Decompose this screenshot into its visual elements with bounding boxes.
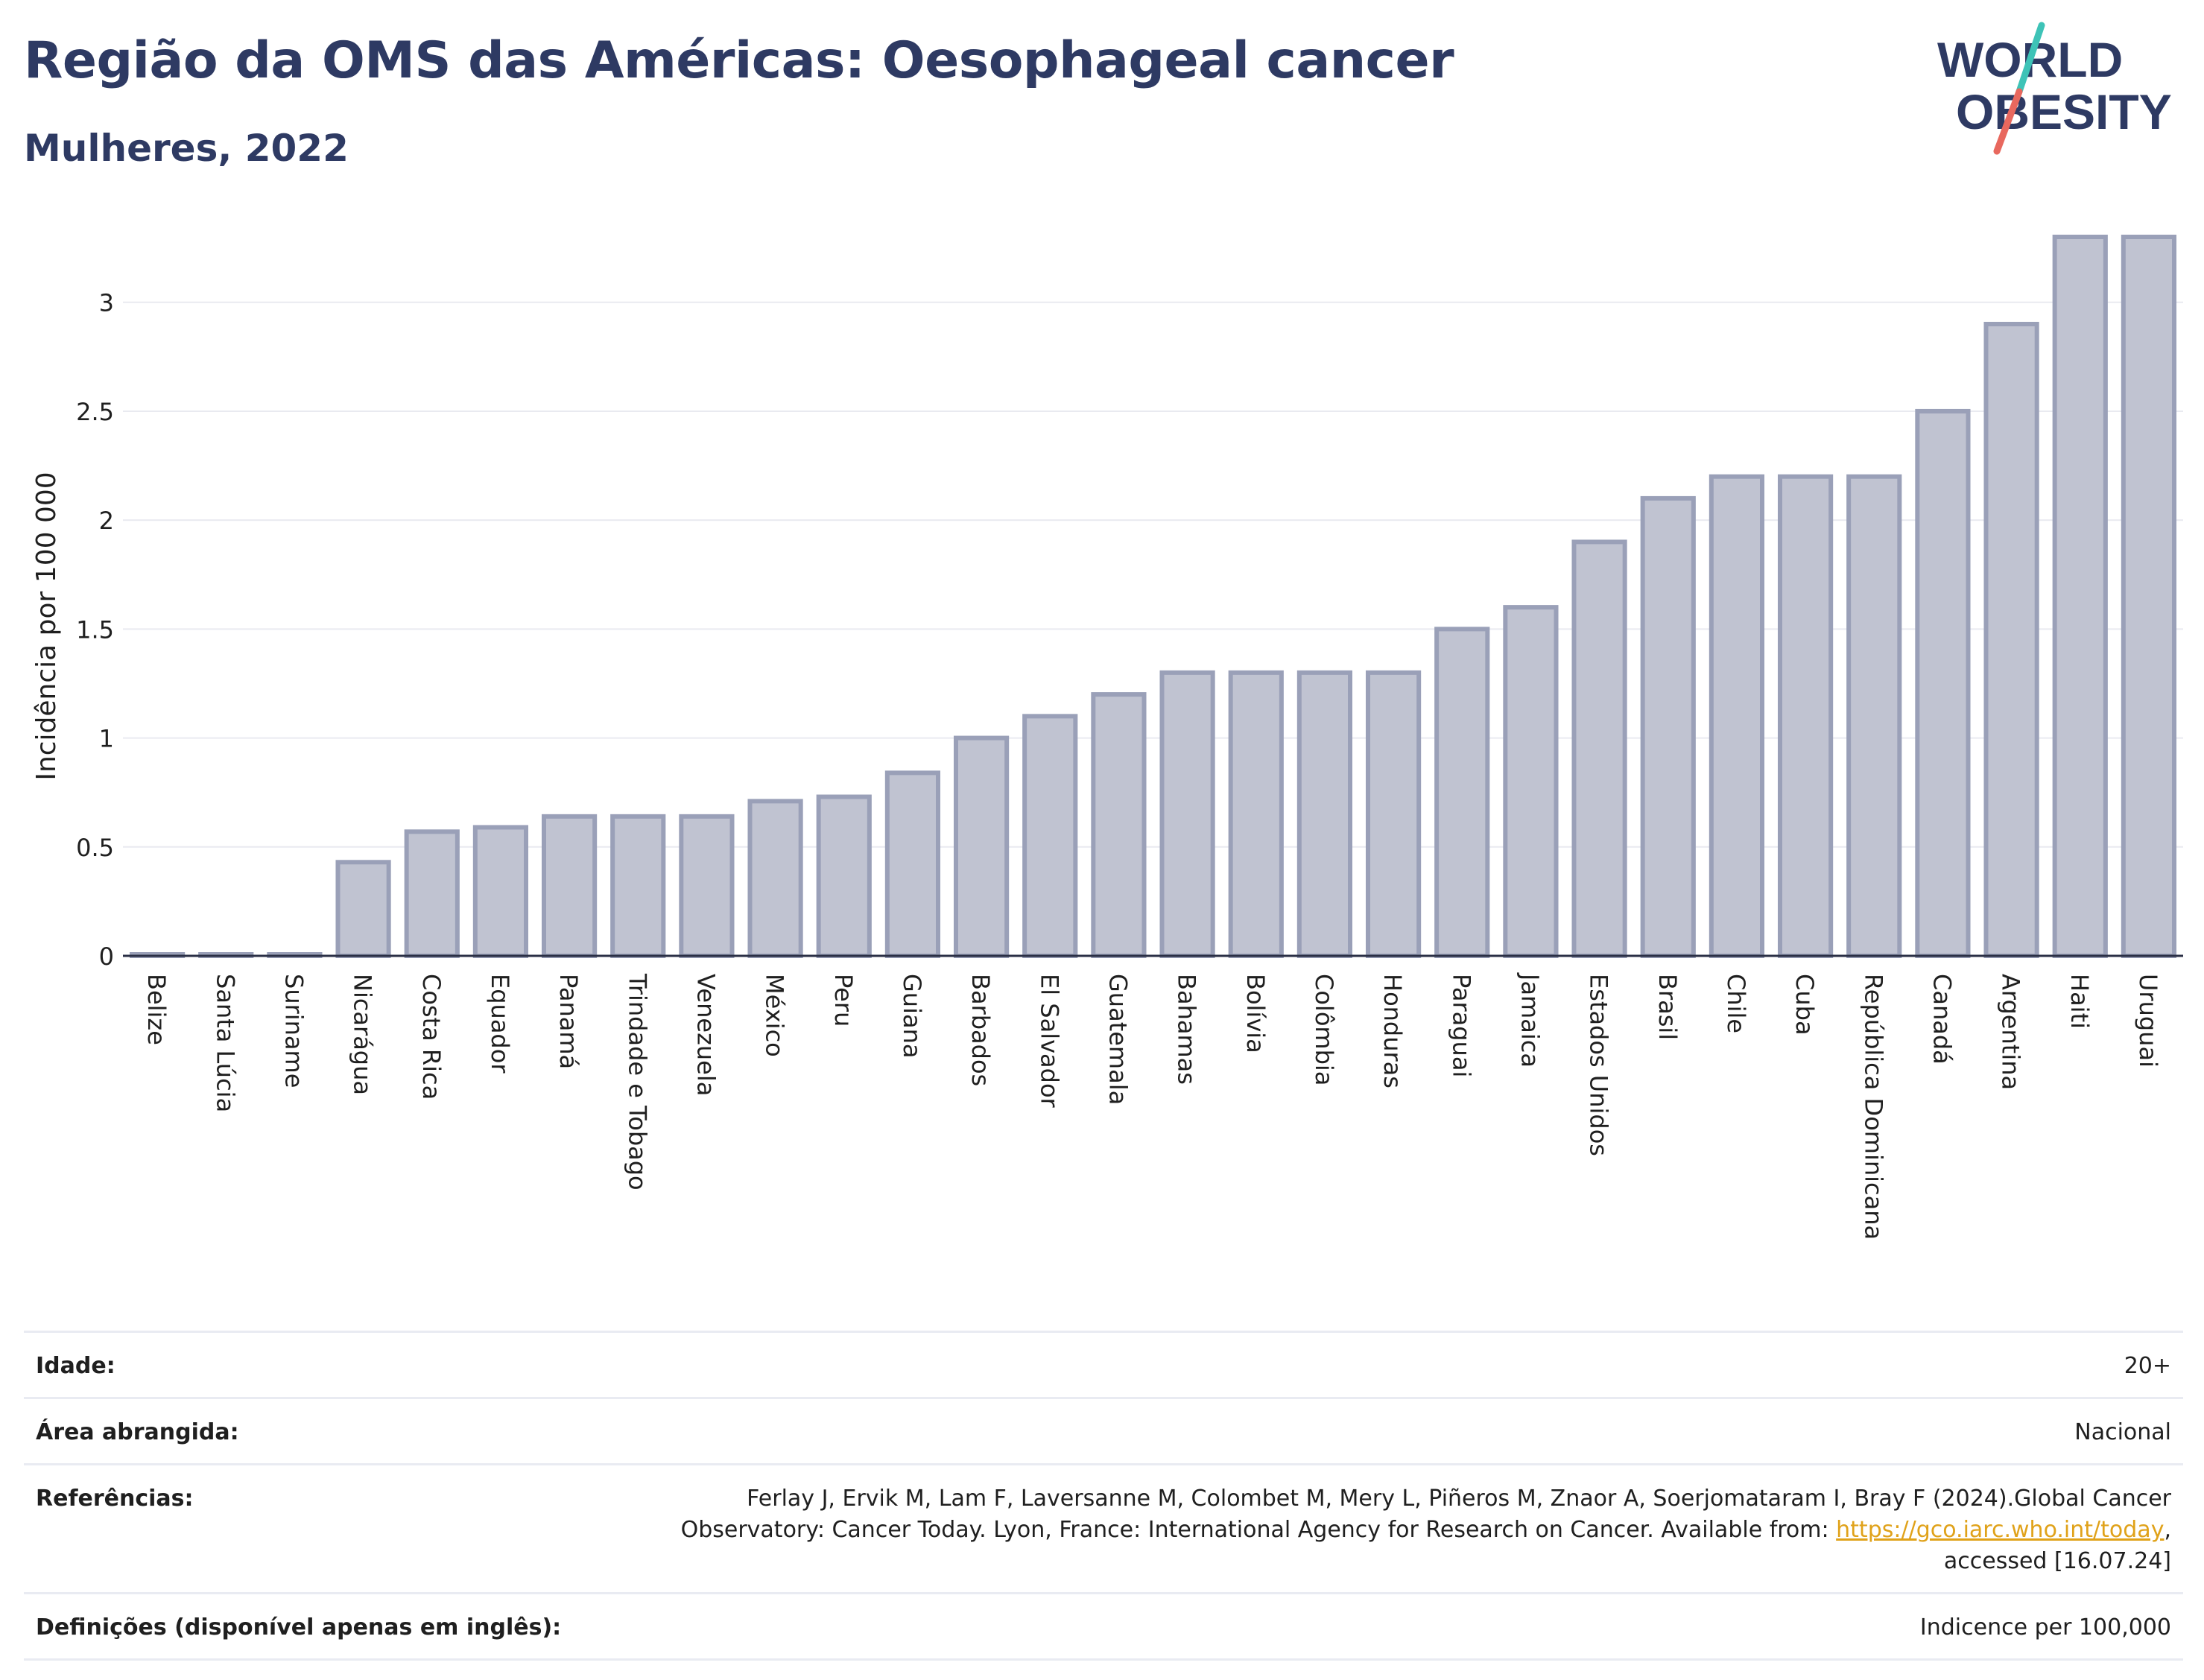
y-tick-label: 0 xyxy=(99,942,114,971)
chart-subtitle: Mulheres, 2022 xyxy=(24,127,349,170)
y-tick-label: 1.5 xyxy=(76,615,114,644)
x-tick-label: Brasil xyxy=(1653,974,1682,1040)
chart-title: Região da OMS das Américas: Oesophageal … xyxy=(24,31,1454,90)
definitions-value: Indicence per 100,000 xyxy=(1919,1614,2171,1641)
bar-13 xyxy=(953,735,1010,958)
x-tick-label: Guiana xyxy=(898,974,926,1058)
info-table: Idade: 20+ Área abrangida: Nacional Refe… xyxy=(24,1331,2183,1661)
references-link[interactable]: https://gco.iarc.who.int/today xyxy=(1836,1517,2165,1543)
x-tick-label: Venezuela xyxy=(691,974,720,1096)
info-row-definitions: Definições (disponível apenas em inglês)… xyxy=(24,1592,2183,1661)
area-value: Nacional xyxy=(2074,1419,2171,1445)
bar-27 xyxy=(1915,408,1971,958)
y-tick-label: 0.5 xyxy=(76,834,114,862)
x-tick-label: Equador xyxy=(486,974,514,1074)
bar-8 xyxy=(610,814,666,959)
bar-23 xyxy=(1640,495,1696,958)
references-text: Ferlay J, Ervik M, Lam F, Laversanne M, … xyxy=(680,1486,2171,1543)
x-tick-label: Nicarágua xyxy=(349,974,377,1095)
bar-19 xyxy=(1365,670,1422,959)
x-tick-label: Bolívia xyxy=(1241,974,1270,1053)
bar-11 xyxy=(816,794,872,958)
x-tick-label: Paraguai xyxy=(1447,974,1475,1077)
references-value: Ferlay J, Ervik M, Lam F, Laversanne M, … xyxy=(644,1483,2171,1577)
y-tick-label: 1 xyxy=(99,725,114,753)
x-tick-label: Estados Unidos xyxy=(1585,974,1613,1156)
bar-16 xyxy=(1159,670,1215,959)
bar-7 xyxy=(541,814,598,959)
bar-20 xyxy=(1434,627,1490,958)
x-tick-label: Haiti xyxy=(2065,974,2094,1029)
bar-6 xyxy=(472,825,529,959)
bar-25 xyxy=(1777,474,1834,958)
bar-14 xyxy=(1022,714,1078,958)
x-tick-label: Belize xyxy=(142,974,171,1045)
x-tick-label: El Salvador xyxy=(1035,974,1063,1109)
logo-line2: OBESITY xyxy=(1956,84,2172,139)
bar-30 xyxy=(2121,235,2177,958)
x-tick-label: Uruguai xyxy=(2134,974,2162,1068)
x-tick-label: Canadá xyxy=(1928,974,1956,1065)
bar-24 xyxy=(1709,474,1765,958)
x-tick-label: Trindade e Tobago xyxy=(623,973,651,1191)
info-row-age: Idade: 20+ xyxy=(24,1331,2183,1397)
bar-22 xyxy=(1571,539,1627,958)
x-tick-label: Honduras xyxy=(1378,974,1407,1088)
logo-slash-bottom xyxy=(1993,88,2023,155)
info-row-references: Referências: Ferlay J, Ervik M, Lam F, L… xyxy=(24,1463,2183,1592)
bar-9 xyxy=(679,814,735,959)
y-tick-label: 2 xyxy=(99,507,114,535)
bar-17 xyxy=(1228,670,1284,959)
age-label: Idade: xyxy=(36,1353,115,1379)
bar-21 xyxy=(1503,605,1559,958)
definitions-label: Definições (disponível apenas em inglês)… xyxy=(36,1614,562,1641)
x-tick-label: Santa Lúcia xyxy=(211,974,239,1112)
bar-28 xyxy=(1983,321,2039,958)
x-tick-label: México xyxy=(761,974,789,1057)
bar-18 xyxy=(1296,670,1353,959)
bar-chart: 0 0.5 1 1.5 2 2.5 3 Incidência por 100 000 Beliz… xyxy=(31,235,2183,1240)
info-row-area: Área abrangida: Nacional xyxy=(24,1397,2183,1463)
x-tick-label: Barbados xyxy=(966,974,995,1086)
x-tick-label: Panamá xyxy=(554,974,583,1069)
bar-26 xyxy=(1846,474,1902,958)
x-tick-label: Argentina xyxy=(1997,974,2025,1090)
bar-12 xyxy=(884,770,941,959)
y-axis-title: Incidência por 100 000 xyxy=(31,472,62,780)
y-tick-label: 2.5 xyxy=(76,398,114,426)
logo-slash-top xyxy=(2015,22,2045,95)
x-tick-label: Peru xyxy=(829,974,858,1027)
references-accessed: , accessed [16.07.24] xyxy=(1943,1517,2171,1574)
bar-10 xyxy=(747,799,803,958)
bar-15 xyxy=(1091,692,1147,958)
y-tick-label: 3 xyxy=(99,289,114,317)
x-tick-label: Colômbia xyxy=(1310,974,1338,1085)
bar-4 xyxy=(335,860,391,958)
references-label: Referências: xyxy=(36,1486,194,1512)
x-tick-label: Chile xyxy=(1722,974,1750,1033)
world-obesity-logo: WORLD OBESITY xyxy=(1937,22,2172,155)
area-label: Área abrangida: xyxy=(36,1419,239,1445)
bar-5 xyxy=(404,829,460,959)
x-tick-label: Suriname xyxy=(279,974,308,1088)
x-tick-label: Guatemala xyxy=(1103,974,1132,1105)
bar-29 xyxy=(2052,235,2108,958)
x-tick-label: Jamaica xyxy=(1516,972,1544,1068)
x-tick-label: Bahamas xyxy=(1173,974,1201,1085)
x-tick-label: República Dominicana xyxy=(1859,974,1887,1240)
age-value: 20+ xyxy=(2124,1353,2171,1379)
x-tick-label: Cuba xyxy=(1790,974,1819,1036)
x-tick-label: Costa Rica xyxy=(417,974,446,1100)
